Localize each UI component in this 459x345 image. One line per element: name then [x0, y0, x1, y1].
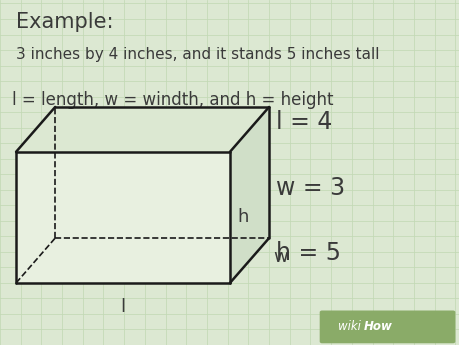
Text: l = length, w = windth, and h = height: l = length, w = windth, and h = height: [11, 91, 332, 109]
Text: h: h: [236, 208, 248, 226]
FancyBboxPatch shape: [319, 310, 454, 343]
Text: wiki: wiki: [337, 320, 360, 333]
Text: How: How: [363, 320, 392, 333]
Text: Example:: Example:: [16, 12, 113, 32]
Text: h = 5: h = 5: [275, 241, 340, 266]
Polygon shape: [230, 107, 269, 283]
Text: l = 4: l = 4: [275, 110, 332, 135]
Text: 3 inches by 4 inches, and it stands 5 inches tall: 3 inches by 4 inches, and it stands 5 in…: [16, 47, 379, 61]
Polygon shape: [16, 152, 229, 283]
Text: w = 3: w = 3: [275, 176, 344, 200]
Text: l: l: [120, 298, 125, 316]
Polygon shape: [16, 107, 269, 152]
Text: w: w: [273, 248, 288, 266]
